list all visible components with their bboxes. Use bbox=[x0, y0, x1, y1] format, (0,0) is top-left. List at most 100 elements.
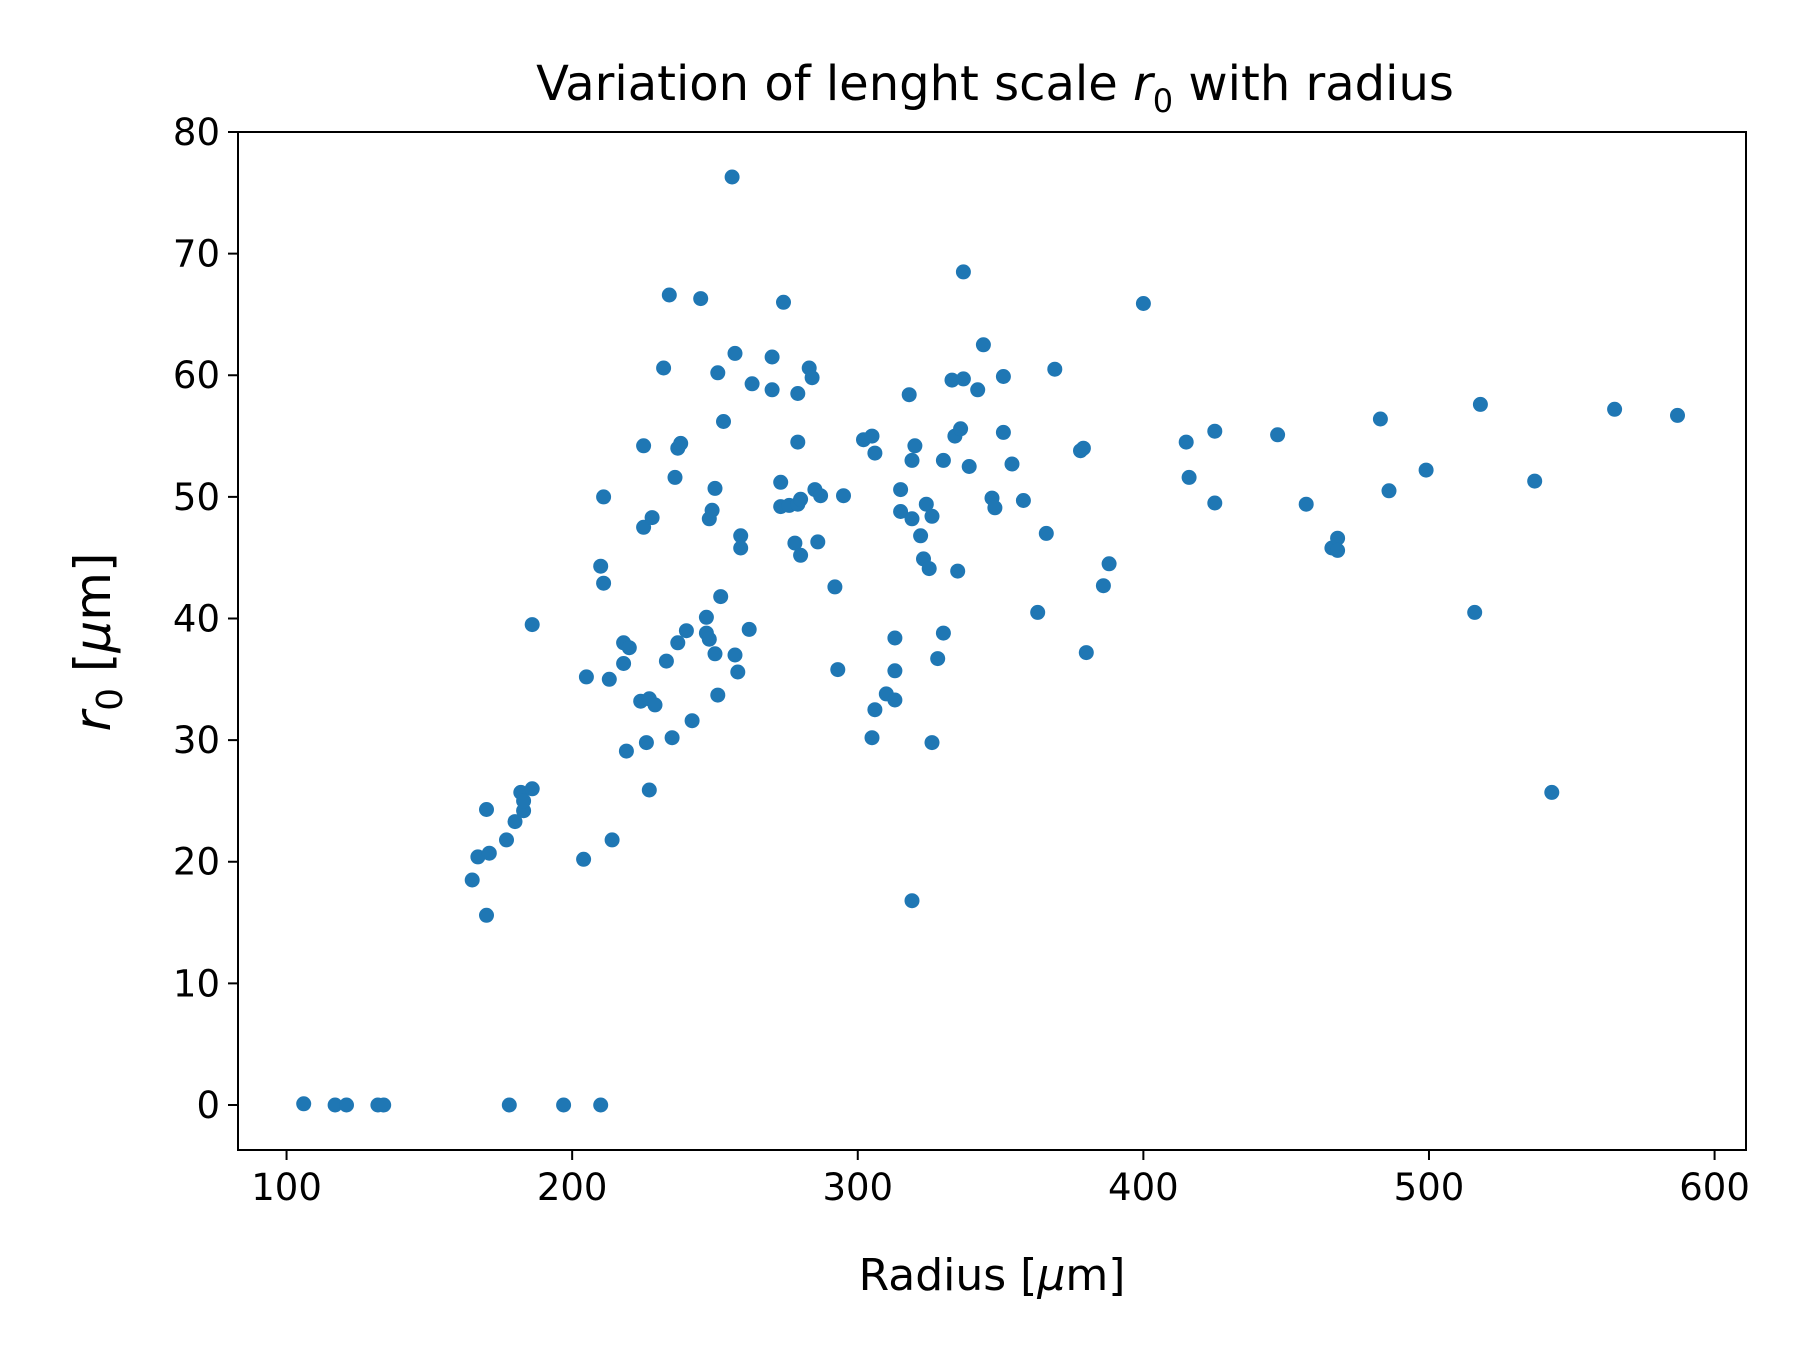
data-point bbox=[867, 702, 883, 718]
data-point bbox=[636, 438, 652, 454]
data-point bbox=[664, 730, 680, 746]
data-point bbox=[864, 730, 880, 746]
data-point bbox=[887, 630, 903, 646]
x-tick-label: 300 bbox=[822, 1166, 893, 1209]
data-point bbox=[921, 561, 937, 577]
data-point bbox=[893, 482, 909, 498]
data-point bbox=[893, 504, 909, 519]
data-point bbox=[1607, 401, 1623, 417]
data-point bbox=[741, 621, 757, 637]
data-point bbox=[1015, 493, 1031, 508]
data-point bbox=[804, 370, 820, 386]
data-point bbox=[1207, 423, 1223, 439]
y-axis-ticks: 0 10 20 30 40 50 60 70 80 bbox=[173, 111, 238, 1127]
data-point bbox=[710, 687, 726, 703]
data-point bbox=[724, 169, 740, 185]
data-point bbox=[596, 575, 612, 591]
data-point bbox=[961, 459, 977, 474]
data-point bbox=[918, 496, 934, 512]
data-point bbox=[479, 907, 494, 923]
data-point bbox=[930, 651, 946, 667]
data-point bbox=[670, 635, 686, 651]
data-point bbox=[601, 671, 617, 687]
data-point bbox=[913, 528, 929, 544]
x-tick-label: 200 bbox=[537, 1166, 608, 1209]
x-tick-label: 600 bbox=[1679, 1166, 1750, 1209]
data-point bbox=[887, 692, 903, 708]
data-point bbox=[1670, 407, 1685, 423]
data-point bbox=[867, 445, 883, 461]
y-tick-label: 30 bbox=[173, 719, 220, 762]
data-point bbox=[935, 625, 951, 641]
data-point bbox=[501, 1097, 517, 1113]
y-tick-label: 0 bbox=[196, 1084, 220, 1127]
data-point bbox=[516, 793, 532, 809]
data-point bbox=[470, 849, 486, 865]
data-point bbox=[616, 656, 632, 671]
data-point bbox=[1298, 496, 1314, 512]
data-point bbox=[618, 743, 634, 759]
data-point bbox=[1330, 542, 1346, 558]
data-point bbox=[813, 488, 829, 504]
data-point bbox=[733, 540, 749, 556]
data-point bbox=[827, 579, 843, 595]
data-point bbox=[1467, 604, 1483, 620]
data-point bbox=[1135, 296, 1151, 311]
data-point bbox=[935, 452, 951, 468]
y-tick-label: 50 bbox=[173, 476, 220, 519]
data-point bbox=[327, 1097, 343, 1113]
data-point bbox=[955, 371, 971, 387]
data-point bbox=[707, 646, 723, 662]
data-point bbox=[793, 547, 809, 563]
data-point bbox=[975, 337, 991, 353]
y-tick-label: 60 bbox=[173, 354, 220, 397]
data-point bbox=[995, 369, 1011, 384]
data-point bbox=[641, 782, 657, 798]
plot-frame bbox=[237, 131, 1747, 1151]
data-point bbox=[621, 640, 637, 656]
data-point bbox=[707, 480, 723, 496]
data-point bbox=[793, 491, 809, 507]
y-tick-label: 80 bbox=[173, 111, 220, 154]
data-point bbox=[810, 534, 826, 550]
data-point bbox=[1372, 411, 1388, 427]
data-point bbox=[953, 421, 969, 437]
data-point bbox=[1381, 483, 1397, 499]
data-point bbox=[830, 662, 846, 678]
data-point bbox=[904, 893, 920, 909]
data-point bbox=[944, 372, 960, 388]
chart-title: Variation of lenght scale r0 with radius bbox=[536, 56, 1454, 120]
data-point bbox=[479, 802, 494, 817]
data-point bbox=[1544, 784, 1560, 800]
x-tick-label: 100 bbox=[251, 1166, 322, 1209]
data-point bbox=[764, 382, 780, 398]
data-point bbox=[744, 376, 760, 392]
data-point bbox=[678, 623, 694, 639]
y-tick-label: 10 bbox=[173, 962, 220, 1005]
data-point bbox=[656, 360, 672, 376]
data-point bbox=[1270, 427, 1286, 443]
data-point bbox=[604, 832, 620, 848]
x-axis-ticks: 100 200 300 400 500 600 bbox=[251, 1150, 1750, 1209]
data-point bbox=[1527, 473, 1543, 489]
data-point bbox=[864, 428, 880, 444]
data-point bbox=[710, 365, 726, 381]
data-point bbox=[1004, 456, 1020, 472]
data-point bbox=[644, 510, 660, 526]
data-point bbox=[1078, 645, 1094, 661]
data-point bbox=[693, 291, 709, 307]
data-point bbox=[836, 488, 851, 504]
y-axis-label: r0 [μm] bbox=[64, 553, 131, 732]
data-point bbox=[787, 535, 803, 551]
data-points bbox=[296, 169, 1685, 1113]
data-point bbox=[1101, 556, 1117, 572]
data-point bbox=[339, 1097, 354, 1113]
data-point bbox=[661, 287, 677, 303]
data-point bbox=[684, 713, 700, 729]
x-axis-label: Radius [μm] bbox=[859, 1250, 1126, 1301]
data-point bbox=[950, 563, 966, 579]
y-tick-label: 20 bbox=[173, 841, 220, 884]
x-tick-label: 400 bbox=[1108, 1166, 1179, 1209]
data-point bbox=[1075, 440, 1091, 456]
